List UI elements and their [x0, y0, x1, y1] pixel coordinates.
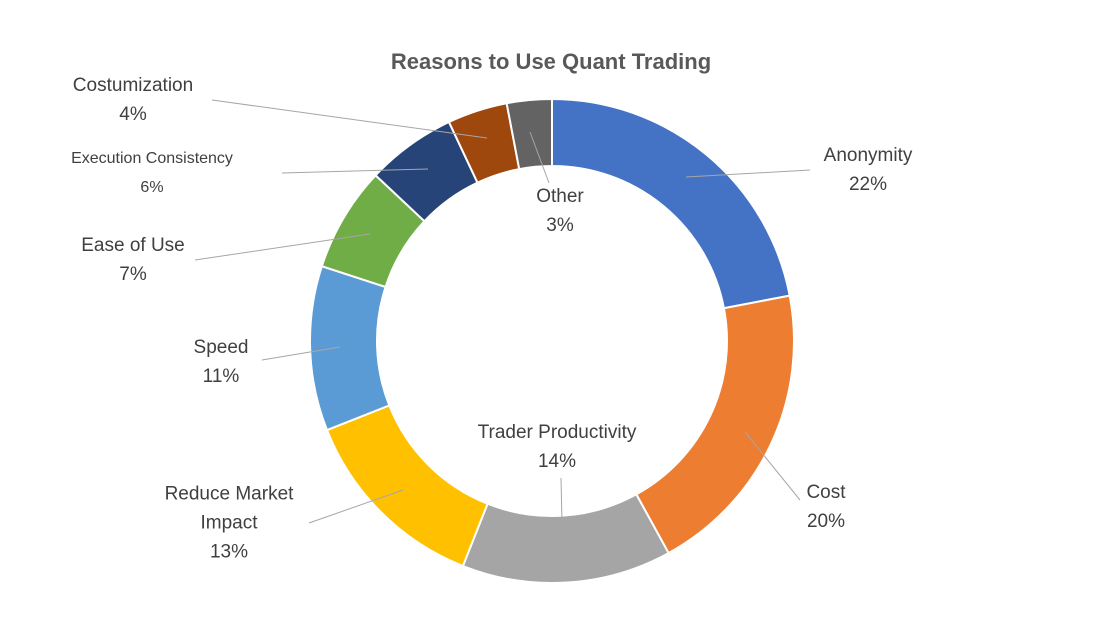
donut-slice	[551, 97, 791, 310]
value-label: 20%	[806, 511, 846, 532]
data-label: Speed 11%	[194, 333, 249, 391]
leader-line	[281, 168, 429, 174]
leader-line	[194, 233, 371, 261]
data-label: Execution Consistency 6%	[71, 144, 233, 202]
data-label: Reduce Market Impact 13%	[144, 480, 314, 567]
value-label: 11%	[202, 366, 240, 387]
value-label: 13%	[209, 541, 249, 563]
data-label: Costumization 4%	[73, 71, 193, 129]
category-label: Trader Productivity	[477, 422, 637, 443]
chart-title: Reasons to Use Quant Trading	[390, 49, 712, 74]
donut-slice	[461, 492, 670, 584]
value-label: 3%	[546, 215, 574, 236]
category-label: Other	[536, 186, 584, 207]
value-label: 4%	[119, 104, 147, 125]
data-label: Cost 20%	[806, 478, 845, 536]
leader-line	[211, 99, 488, 139]
data-label: Anonymity 22%	[824, 141, 913, 199]
category-label: Reduce Market Impact	[164, 483, 294, 534]
category-label: Cost	[806, 482, 846, 503]
leader-line	[744, 431, 801, 501]
leader-line	[560, 477, 563, 524]
data-label: Ease of Use 7%	[81, 231, 185, 289]
donut-slice	[325, 404, 489, 568]
category-label: Costumization	[72, 75, 194, 96]
donut-slice	[505, 97, 553, 171]
category-label: Anonymity	[823, 145, 913, 166]
leader-line	[261, 346, 341, 361]
value-label: 7%	[119, 264, 147, 285]
value-label: 6%	[140, 179, 164, 196]
donut-slice	[309, 264, 391, 432]
value-label: 22%	[848, 174, 888, 195]
donut-slice	[634, 294, 795, 555]
leader-line	[529, 131, 550, 184]
data-label: Other 3%	[536, 182, 584, 240]
leader-line	[308, 489, 404, 524]
category-label: Execution Consistency	[71, 150, 233, 167]
leader-line	[685, 169, 811, 178]
value-label: 14%	[537, 451, 577, 472]
data-label: Trader Productivity 14%	[478, 418, 637, 476]
category-label: Speed	[193, 337, 249, 358]
category-label: Ease of Use	[81, 235, 185, 256]
